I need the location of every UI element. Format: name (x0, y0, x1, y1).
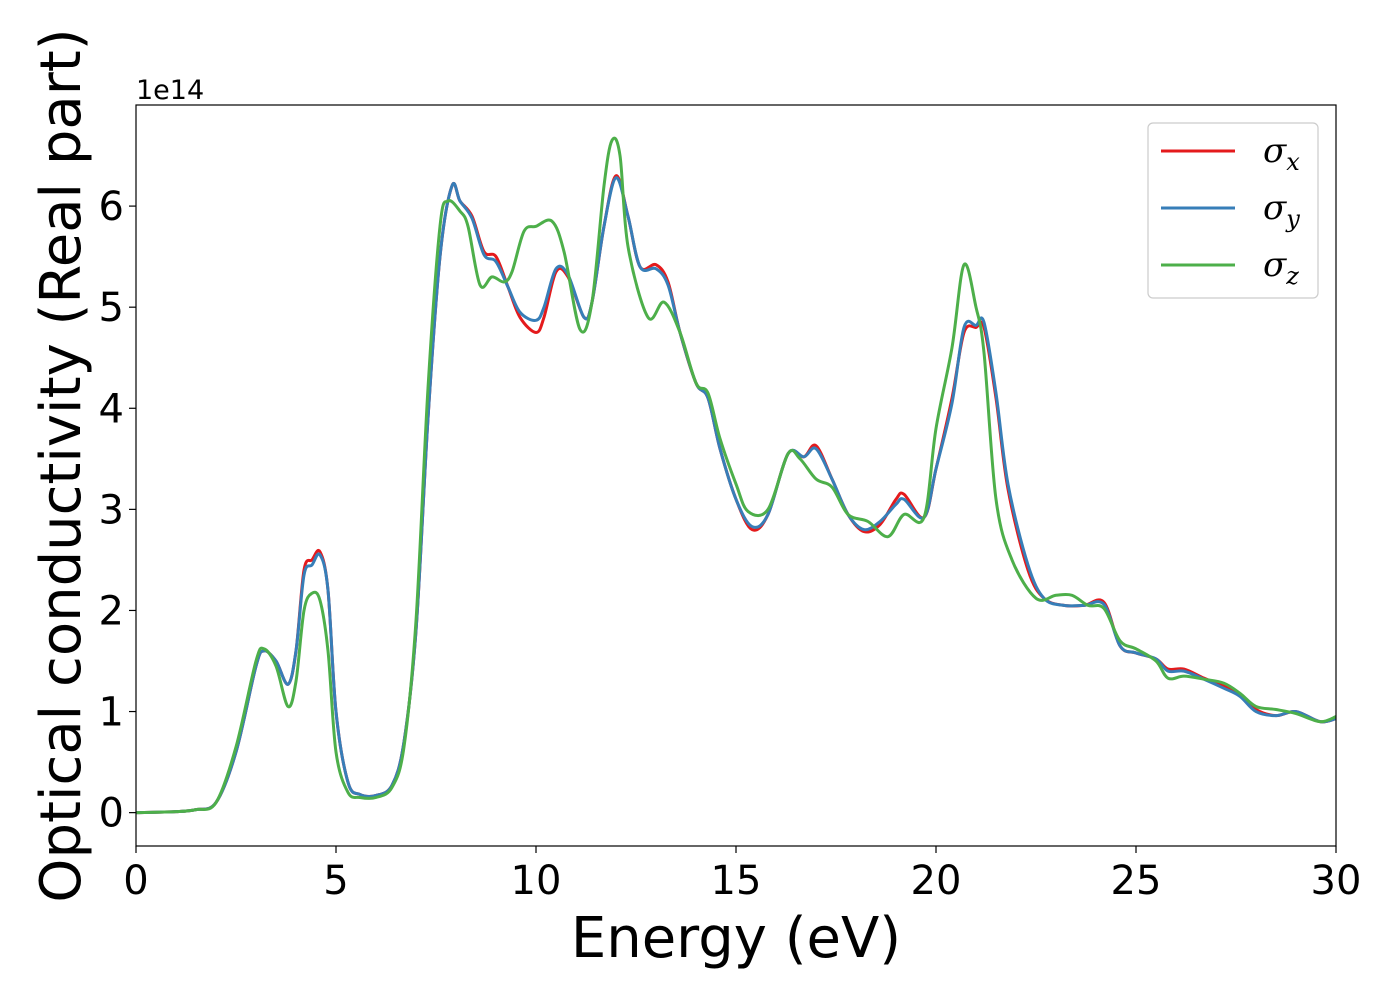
x-tick-label: 0 (123, 858, 148, 904)
x-tick-label: 25 (1111, 858, 1162, 904)
series-line-σy (136, 176, 1336, 815)
y-tick-label: 4 (99, 386, 124, 432)
legend-label: σy (1263, 188, 1300, 233)
x-tick-label: 20 (911, 858, 962, 904)
y-tick-label: 1 (99, 690, 124, 736)
legend-label: σz (1263, 245, 1299, 290)
y-tick-label: 2 (99, 588, 124, 634)
x-tick-label: 5 (323, 858, 348, 904)
y-tick-label: 6 (99, 184, 124, 230)
axis-ticks: 0 5 10 15 20 25 30 0 1 2 3 4 5 6 (99, 184, 1362, 904)
y-axis-offset-label: 1e14 (136, 75, 204, 106)
legend: σx σy σz (1147, 122, 1319, 299)
y-axis-label: Optical conductivity (Real part) (29, 28, 94, 902)
series-lines (136, 136, 1336, 815)
legend-label: σx (1263, 131, 1300, 176)
y-tick-label: 5 (99, 285, 124, 331)
y-tick-label: 3 (99, 487, 124, 533)
x-tick-label: 10 (511, 858, 562, 904)
x-tick-label: 15 (711, 858, 762, 904)
y-tick-label: 0 (99, 791, 124, 837)
series-line-σz (136, 136, 1336, 815)
legend-box (1147, 122, 1319, 299)
x-axis-label: Energy (eV) (571, 906, 901, 971)
x-tick-label: 30 (1311, 858, 1362, 904)
